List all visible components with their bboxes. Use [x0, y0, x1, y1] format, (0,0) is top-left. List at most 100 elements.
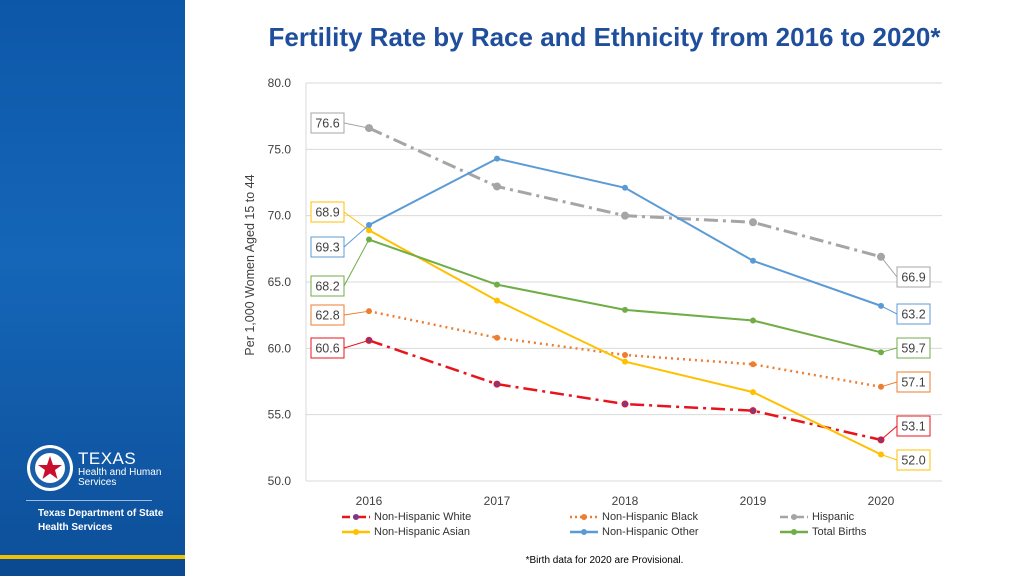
y-tick-label: 65.0: [268, 275, 292, 289]
leader-line: [880, 425, 898, 441]
legend-swatch-icon: [570, 513, 598, 520]
leader-line: [343, 211, 370, 231]
legend-swatch-icon: [570, 528, 598, 535]
page-title: Fertility Rate by Race and Ethnicity fro…: [268, 22, 941, 52]
x-tick-label: 2018: [612, 494, 639, 508]
data-label-2016-box: [310, 337, 345, 359]
dshs-line-2: Health Services: [38, 521, 113, 533]
data-label-2020-box: [896, 371, 931, 393]
data-label-2020: 59.7: [901, 342, 925, 356]
data-point: [494, 297, 500, 304]
logo-divider: [26, 500, 152, 501]
legend-label: Non-Hispanic Black: [602, 510, 698, 523]
data-label-2020: 57.1: [901, 376, 925, 390]
data-point: [621, 400, 629, 408]
data-point: [749, 218, 757, 227]
dshs-line-1: Texas Department of State: [38, 508, 164, 519]
gold-stripe: [0, 555, 185, 559]
legend-item: Hispanic: [778, 509, 854, 524]
data-label-2020-box: [896, 337, 931, 359]
y-tick-label: 70.0: [268, 209, 292, 223]
data-label-2020: 63.2: [901, 308, 925, 322]
data-label-2016-box: [310, 275, 345, 297]
hhs-logo: TEXAS Health and Human Services: [26, 444, 176, 494]
series-line: [368, 157, 882, 307]
legend-label: Non-Hispanic Asian: [374, 525, 470, 538]
leader-line: [343, 310, 370, 316]
data-point: [494, 334, 500, 341]
data-label-2020-box: [896, 415, 931, 437]
legend-label: Total Births: [812, 525, 867, 538]
data-label-2016: 76.6: [315, 117, 339, 131]
chart-legend: Non-Hispanic White Non-Hispanic Black Hisp…: [340, 509, 940, 543]
y-axis-label: Per 1,000 Women Aged 15 to 44: [243, 174, 257, 355]
legend-item: Non-Hispanic Black: [568, 509, 698, 524]
y-tick-label: 55.0: [268, 408, 292, 422]
data-point: [494, 155, 500, 162]
data-label-2016: 60.6: [315, 342, 339, 356]
leader-line: [343, 239, 370, 287]
data-label-2016: 62.8: [315, 309, 339, 323]
legend-swatch-icon: [342, 513, 370, 520]
data-label-2020: 66.9: [901, 271, 925, 285]
data-label-2020-box: [896, 303, 931, 325]
texas-seal-icon: [27, 445, 73, 491]
leader-line: [880, 305, 898, 315]
data-point: [621, 211, 629, 220]
data-point: [493, 380, 501, 388]
legend-swatch-icon: [342, 528, 370, 535]
data-label-2020: 53.1: [901, 420, 925, 434]
series-line: [368, 309, 882, 389]
x-tick-label: 2017: [484, 494, 511, 508]
y-tick-label: 60.0: [268, 341, 292, 355]
leader-line: [343, 122, 370, 129]
y-tick-label: 80.0: [268, 76, 292, 90]
y-tick-label: 75.0: [268, 142, 292, 156]
data-label-2016-box: [310, 236, 345, 258]
y-tick-label: 50.0: [268, 474, 292, 488]
series-line: [368, 126, 882, 259]
x-tick-label: 2020: [868, 494, 895, 508]
data-point: [622, 358, 628, 365]
data-point: [493, 182, 501, 191]
legend-label: Hispanic: [812, 510, 855, 523]
data-label-2020-box: [896, 266, 931, 288]
data-label-2020-box: [896, 449, 931, 471]
data-point: [749, 407, 757, 415]
legend-swatch-icon: [780, 528, 808, 535]
footnote: *Birth data for 2020 are Provisional.: [525, 555, 684, 566]
data-label-2020: 52.0: [901, 454, 925, 468]
data-point: [494, 281, 500, 288]
blue-footer-stripe: [0, 559, 185, 576]
series-line: [368, 238, 882, 354]
data-label-2016: 68.2: [315, 280, 339, 294]
data-point: [622, 351, 628, 358]
sidebar: TEXAS Health and Human Services Texas De…: [0, 0, 185, 576]
logo-title: TEXAS: [78, 449, 137, 468]
data-label-2016-box: [310, 201, 345, 223]
data-label-2016: 68.9: [315, 206, 339, 220]
legend-item: Non-Hispanic Other: [568, 524, 699, 539]
data-label-2016-box: [310, 304, 345, 326]
legend-item: Non-Hispanic Asian: [340, 524, 470, 539]
data-point: [750, 389, 756, 396]
data-point: [750, 361, 756, 368]
x-tick-label: 2016: [356, 494, 383, 508]
legend-item: Non-Hispanic White: [340, 509, 471, 524]
legend-label: Non-Hispanic White: [374, 510, 472, 523]
data-point: [622, 306, 628, 313]
dshs-label: Texas Department of State Health Service…: [38, 507, 178, 534]
legend-swatch-icon: [780, 513, 808, 520]
data-label-2016-box: [310, 112, 345, 134]
leader-line: [880, 381, 898, 388]
logo-subtitle-1: Health and Human: [78, 466, 162, 478]
leader-line: [880, 453, 898, 461]
data-label-2016: 69.3: [315, 241, 339, 255]
x-tick-label: 2019: [740, 494, 767, 508]
leader-line: [880, 347, 898, 353]
data-point: [750, 317, 756, 324]
leader-line: [343, 224, 370, 248]
leader-line: [880, 256, 898, 278]
data-point: [750, 257, 756, 264]
